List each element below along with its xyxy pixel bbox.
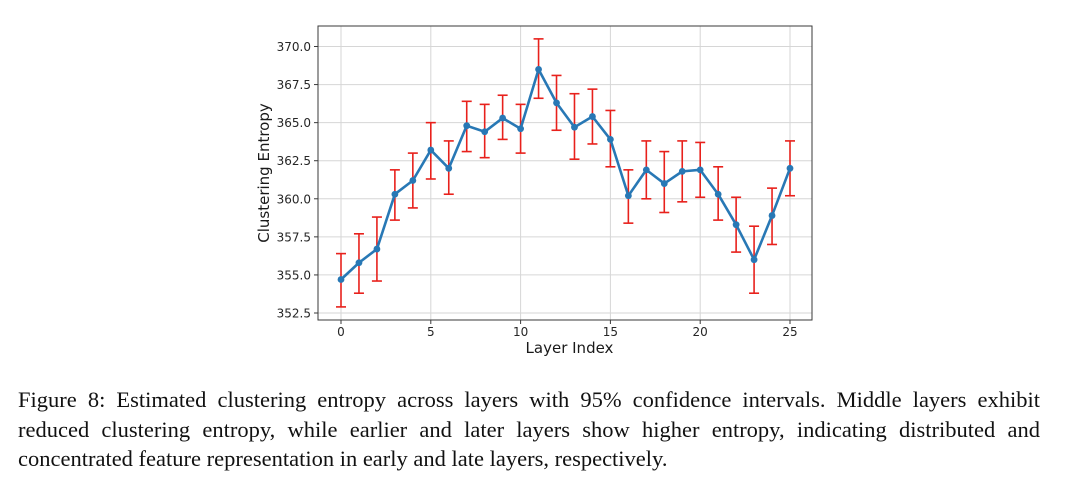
y-tick-label: 367.5 <box>277 78 311 92</box>
y-tick-label: 370.0 <box>277 40 311 54</box>
figure-caption: Figure 8: Estimated clustering entropy a… <box>18 387 1040 471</box>
x-tick-label: 20 <box>693 325 708 339</box>
data-point <box>589 113 596 120</box>
x-tick-label: 5 <box>427 325 435 339</box>
data-point <box>355 259 363 267</box>
x-tick-label: 0 <box>337 325 345 339</box>
data-point <box>642 166 650 174</box>
data-point <box>391 190 399 198</box>
data-point <box>499 114 507 122</box>
data-point <box>732 221 740 229</box>
series-line-group <box>340 68 792 281</box>
x-tick-label: 15 <box>603 325 618 339</box>
data-point <box>786 164 794 172</box>
data-point <box>445 164 453 172</box>
data-point <box>768 212 776 219</box>
data-point <box>409 177 417 184</box>
data-point <box>678 167 686 175</box>
y-tick-label: 355.0 <box>277 268 311 282</box>
series-line <box>340 68 792 281</box>
y-tick-label: 360.0 <box>277 192 311 206</box>
data-point <box>553 99 560 107</box>
data-point <box>481 128 489 136</box>
data-point <box>373 245 381 253</box>
chart: 0 5 10 15 20 25 352.5 355.0 357.5 360.0 362.5 365.0… <box>255 25 813 357</box>
error-bars <box>336 38 795 308</box>
axis-ticks: 0 5 10 15 20 25 352.5 355.0 357.5 360.0 362.5 365.0… <box>277 40 798 339</box>
data-point <box>696 166 704 174</box>
x-tick-label: 25 <box>782 325 797 339</box>
data-point <box>750 256 758 264</box>
grid <box>318 26 812 320</box>
y-tick-label: 352.5 <box>277 307 311 321</box>
x-axis-label: Layer Index <box>526 339 614 357</box>
y-tick-label: 357.5 <box>277 230 311 244</box>
data-point <box>535 65 542 73</box>
y-tick-label: 365.0 <box>277 116 311 130</box>
plot-frame <box>317 25 813 321</box>
data-point <box>571 123 578 131</box>
data-point <box>337 276 345 283</box>
data-point <box>463 122 471 130</box>
data-point <box>427 146 435 154</box>
data-point <box>624 192 632 200</box>
x-tick-label: 10 <box>513 325 528 339</box>
data-points <box>337 65 794 283</box>
data-point <box>660 180 668 187</box>
y-tick-label: 362.5 <box>277 154 311 168</box>
y-axis-label: Clustering Entropy <box>255 103 273 243</box>
data-point <box>607 135 614 143</box>
data-point <box>714 190 722 198</box>
data-point <box>517 125 524 133</box>
